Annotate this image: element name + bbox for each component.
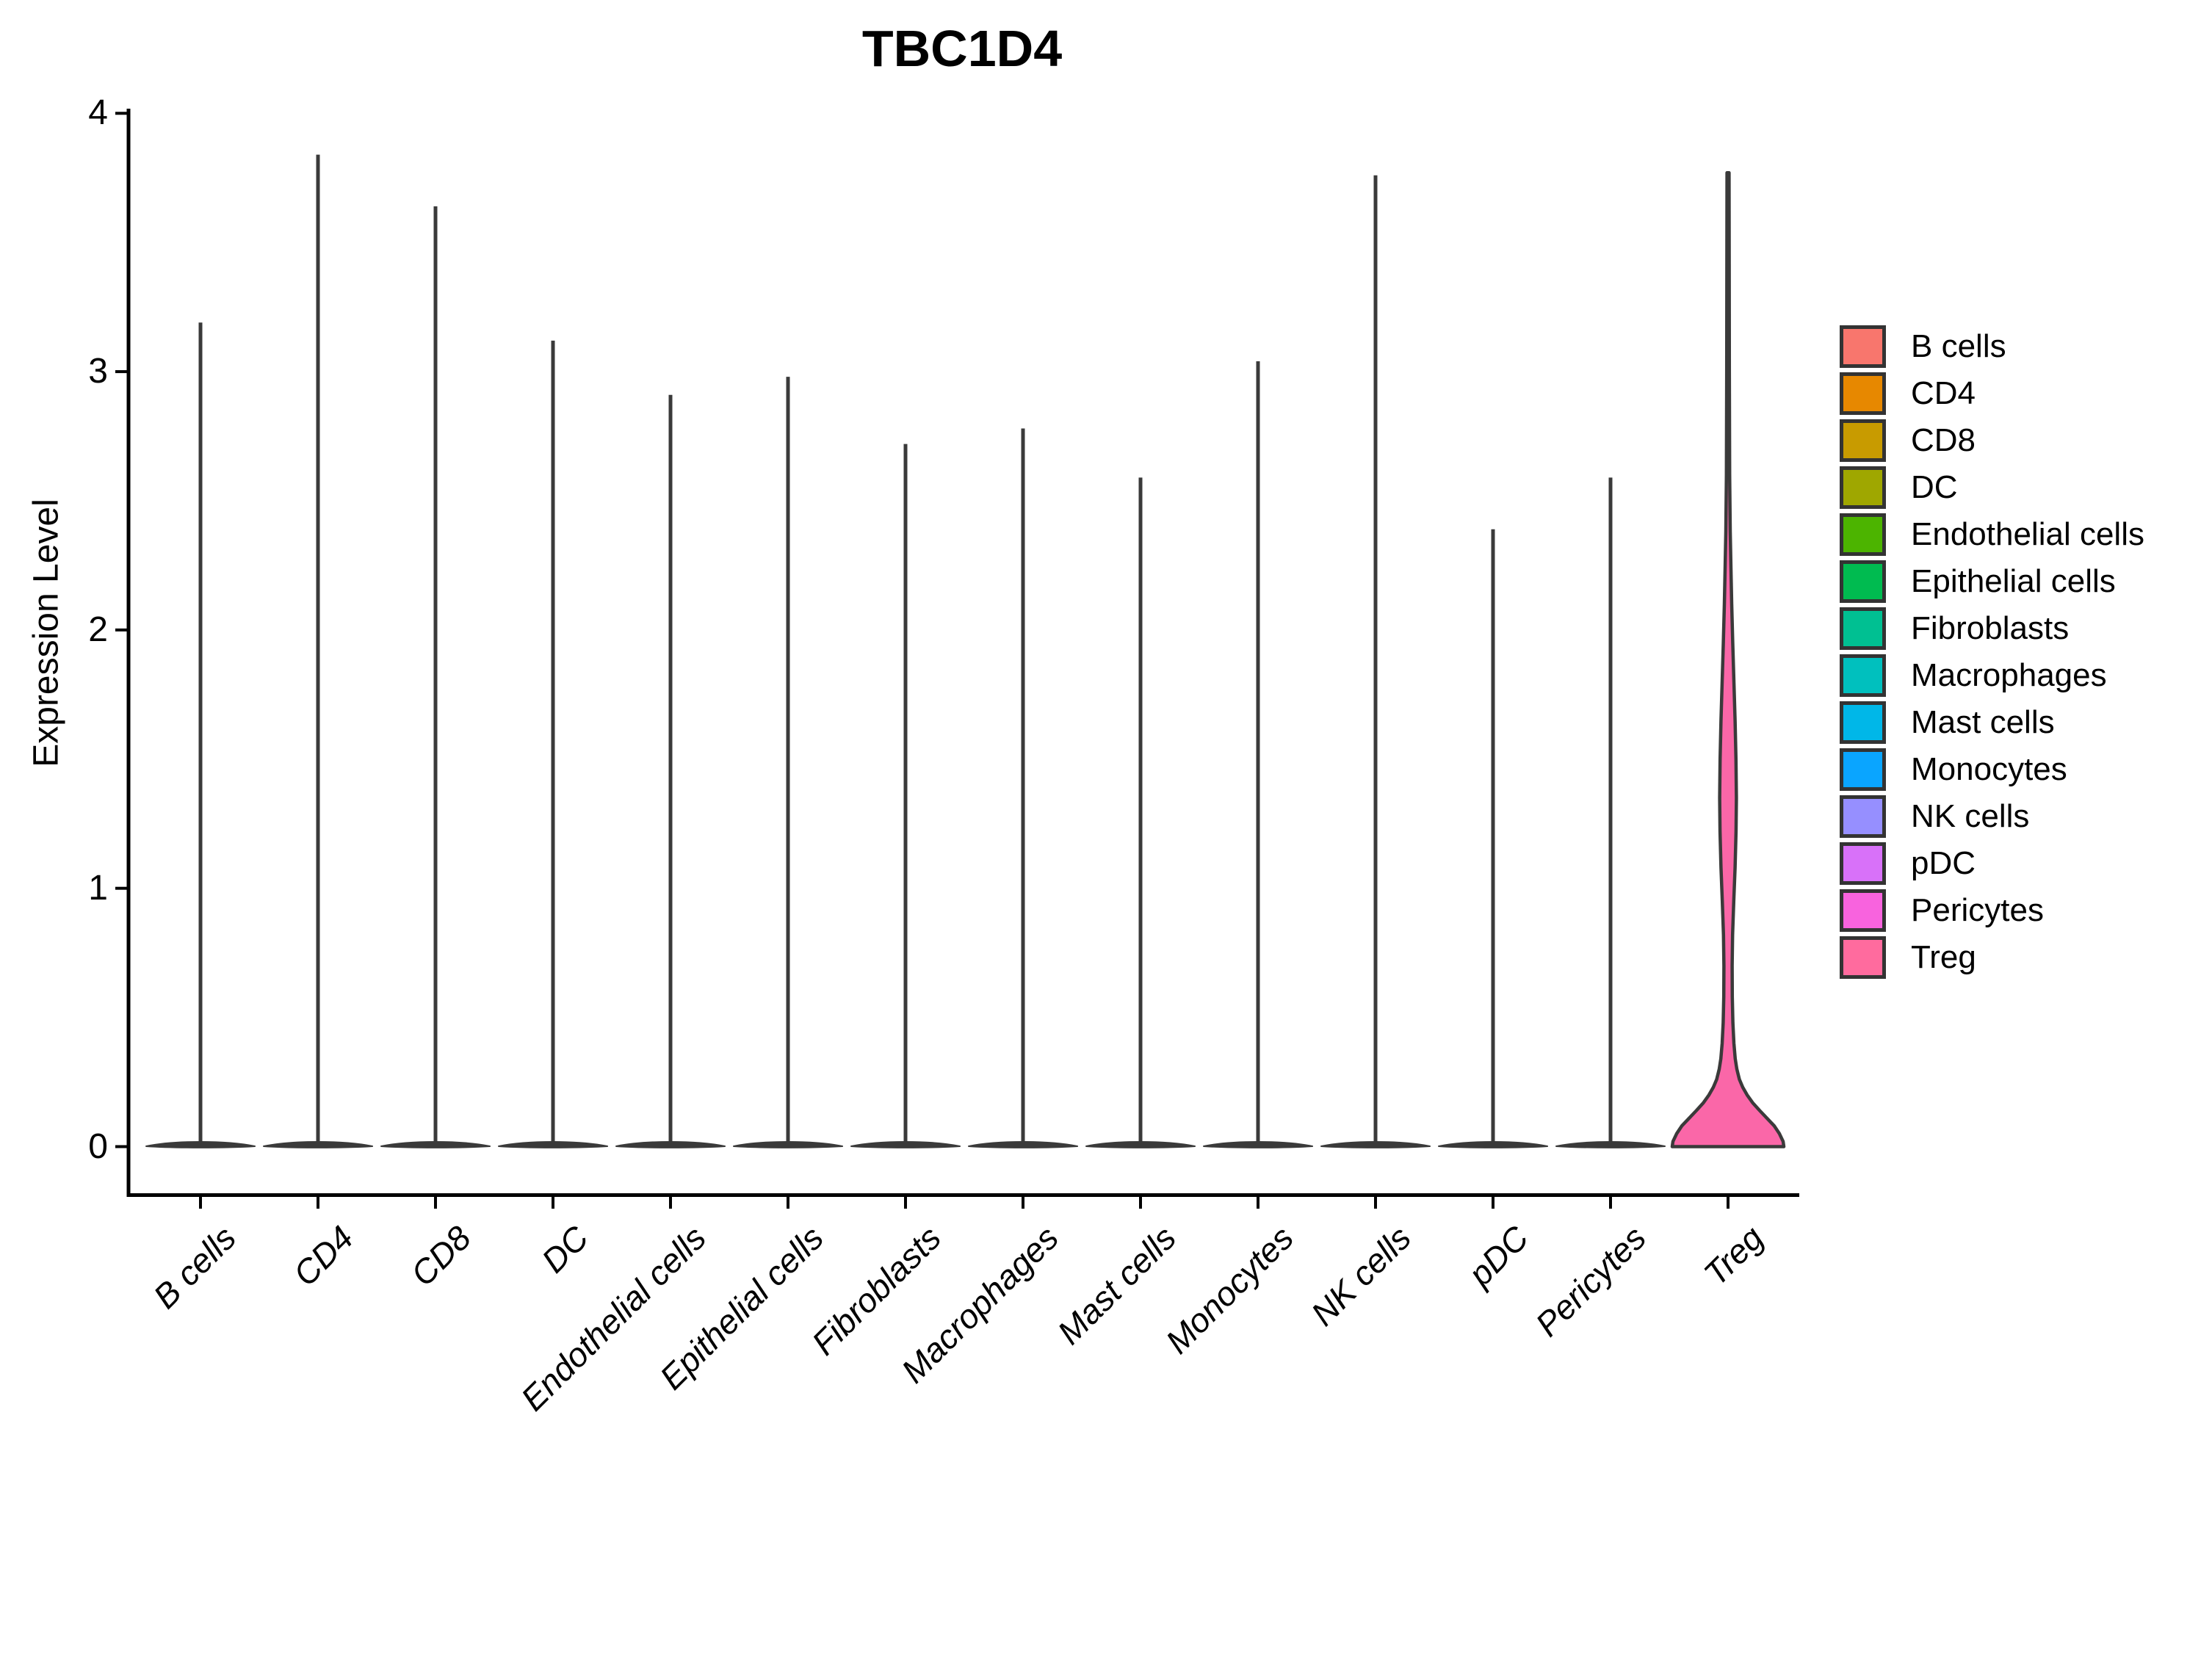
y-tick-label: 2	[88, 609, 108, 649]
legend-label: NK cells	[1911, 798, 2030, 834]
legend-item-fibroblasts: Fibroblasts	[1840, 605, 2069, 652]
legend-swatch-cd8	[1840, 419, 1886, 462]
legend-label: Macrophages	[1911, 657, 2107, 693]
legend-item-pericytes: Pericytes	[1840, 887, 2044, 934]
legend-label: Monocytes	[1911, 751, 2067, 787]
violin-b-cells-base	[145, 1141, 256, 1148]
legend-swatch-fibroblasts	[1840, 607, 1886, 650]
legend-label: Treg	[1911, 939, 1976, 975]
legend-label: Endothelial cells	[1911, 516, 2144, 552]
legend-item-macrophages: Macrophages	[1840, 652, 2107, 699]
violin-endothelial-cells-base	[615, 1141, 726, 1148]
violin-nk-cells-base	[1320, 1141, 1431, 1148]
legend-label: Pericytes	[1911, 892, 2044, 928]
legend-swatch-mast-cells	[1840, 701, 1886, 744]
legend-swatch-b-cells	[1840, 325, 1886, 368]
legend-item-cd4: CD4	[1840, 370, 1976, 417]
violin-cd8-base	[380, 1141, 491, 1148]
chart-title: TBC1D4	[861, 20, 1063, 77]
legend-item-dc: DC	[1840, 464, 1958, 511]
legend-item-pdc: pDC	[1840, 840, 1976, 887]
legend-label: DC	[1911, 469, 1958, 505]
legend-label: pDC	[1911, 845, 1976, 881]
legend-item-mast-cells: Mast cells	[1840, 699, 2055, 746]
violin-monocytes-base	[1203, 1141, 1313, 1148]
legend-swatch-nk-cells	[1840, 795, 1886, 838]
legend-swatch-pericytes	[1840, 889, 1886, 932]
legend-label: Fibroblasts	[1911, 610, 2070, 646]
violin-macrophages-base	[968, 1141, 1078, 1148]
violin-pdc-base	[1438, 1141, 1548, 1148]
legend-swatch-pdc	[1840, 842, 1886, 885]
y-tick-label: 1	[88, 868, 108, 908]
legend-swatch-endothelial-cells	[1840, 513, 1886, 556]
violin-cd4-base	[263, 1141, 373, 1148]
legend-label: Mast cells	[1911, 704, 2055, 740]
legend-label: CD8	[1911, 422, 1976, 458]
legend-item-treg: Treg	[1840, 934, 1976, 981]
legend-swatch-treg	[1840, 936, 1886, 979]
legend-item-endothelial-cells: Endothelial cells	[1840, 511, 2144, 558]
legend-label: Epithelial cells	[1911, 563, 2116, 599]
violin-mast-cells-base	[1085, 1141, 1196, 1148]
violin-treg	[1670, 170, 1786, 1148]
violin-fibroblasts-base	[850, 1141, 961, 1148]
legend-swatch-macrophages	[1840, 654, 1886, 697]
plot-canvas	[115, 109, 1799, 1209]
violin-dc-base	[498, 1141, 608, 1148]
violin-pericytes-base	[1555, 1141, 1666, 1148]
legend-swatch-epithelial-cells	[1840, 560, 1886, 603]
legend-item-epithelial-cells: Epithelial cells	[1840, 558, 2116, 605]
y-tick-label: 4	[88, 93, 108, 133]
legend-item-nk-cells: NK cells	[1840, 793, 2029, 840]
legend-item-cd8: CD8	[1840, 417, 1976, 464]
violin-epithelial-cells-base	[733, 1141, 843, 1148]
y-tick-label: 0	[88, 1126, 108, 1166]
legend-item-b-cells: B cells	[1840, 323, 2006, 370]
legend-swatch-dc	[1840, 466, 1886, 509]
legend-swatch-monocytes	[1840, 748, 1886, 791]
legend-label: B cells	[1911, 328, 2006, 364]
legend-item-monocytes: Monocytes	[1840, 746, 2067, 793]
legend-label: CD4	[1911, 375, 1976, 411]
legend-swatch-cd4	[1840, 372, 1886, 415]
y-tick-label: 3	[88, 352, 108, 391]
